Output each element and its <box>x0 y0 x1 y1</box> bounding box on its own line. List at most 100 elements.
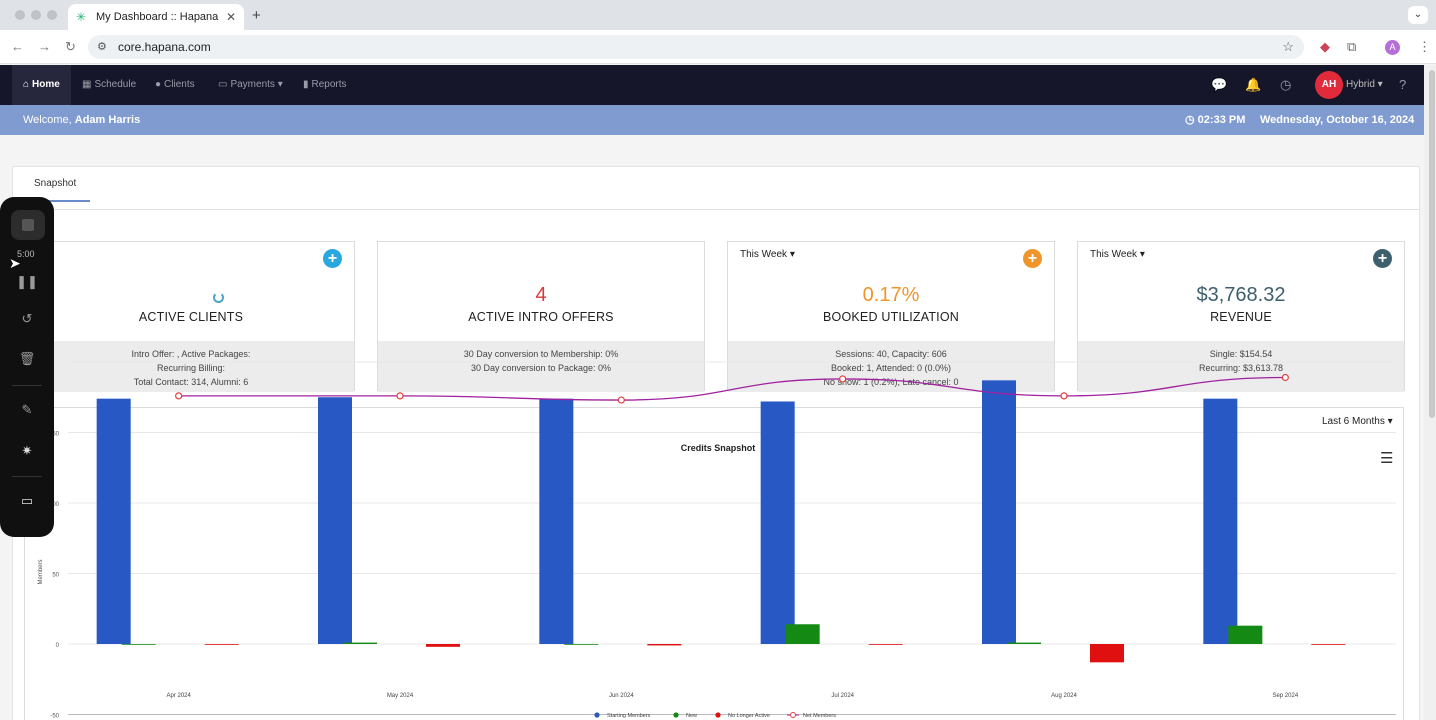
profile-avatar[interactable]: A <box>1385 40 1400 55</box>
camera-icon[interactable]: ▭ <box>20 493 34 508</box>
card-details: 30 Day conversion to Membership: 0% 30 D… <box>378 341 704 392</box>
nav-clients-label: Clients <box>164 79 195 90</box>
bar-no-longer-active <box>1311 644 1346 645</box>
tab-search-button[interactable]: ⌄ <box>1408 6 1428 24</box>
window-minimize-button[interactable] <box>31 10 41 20</box>
card-detail-line: Sessions: 40, Capacity: 606 <box>835 349 947 359</box>
effects-icon[interactable]: ✷ <box>21 443 33 458</box>
extensions-puzzle-icon[interactable]: ⧉ <box>1347 39 1357 54</box>
chart-menu-icon[interactable]: ☰ <box>1380 450 1394 467</box>
site-info-icon[interactable]: ⚙ <box>97 41 107 53</box>
user-avatar[interactable]: AH <box>1315 71 1343 99</box>
net-members-line <box>178 376 1286 401</box>
clock-icon: ◷ <box>1185 114 1195 126</box>
bar-starting-members <box>760 401 795 644</box>
add-revenue-button[interactable]: + <box>1373 249 1392 268</box>
account-dropdown[interactable]: Hybrid ▾ <box>1346 79 1383 90</box>
url-input[interactable]: ⚙ core.hapana.com ☆ <box>88 35 1304 59</box>
nav-reports[interactable]: ▮ Reports <box>292 65 358 105</box>
nav-home[interactable]: ⌂ Home <box>12 65 71 105</box>
pen-icon[interactable]: ✎ <box>21 402 33 417</box>
tab-snapshot[interactable]: Snapshot <box>34 178 77 189</box>
bar-starting-members <box>539 398 574 644</box>
recording-timer: 5:00 <box>17 249 35 259</box>
nav-payments[interactable]: ▭ Payments ▾ <box>218 79 283 90</box>
window-close-button[interactable] <box>15 10 25 20</box>
browser-tab[interactable]: ✳ My Dashboard :: Hapana | Tal ✕ <box>68 4 244 30</box>
bar-no-longer-active <box>868 644 903 645</box>
period-label: This Week <box>1090 249 1138 260</box>
reload-icon[interactable]: ↻ <box>65 39 76 54</box>
browser-menu-icon[interactable]: ⋮ <box>1418 39 1431 54</box>
extension-icon[interactable]: ◆ <box>1320 39 1330 54</box>
card-active-intro-offers: 4 ACTIVE INTRO OFFERS 30 Day conversion … <box>377 241 705 392</box>
app-navbar: ⌂ Home ▦ Schedule ● Clients ▭ Payments ▾ ▮ Re… <box>0 65 1424 105</box>
range-dropdown[interactable]: Last 6 Months ▾ <box>1322 416 1393 427</box>
chat-icon[interactable]: 💬 <box>1211 77 1228 92</box>
bar-new <box>343 642 377 644</box>
credits-chart-panel <box>24 407 1404 720</box>
loading-spinner-icon <box>213 292 224 303</box>
bar-new <box>1228 625 1263 644</box>
back-icon[interactable]: ← <box>11 39 24 54</box>
legend-swatch <box>715 712 721 718</box>
y-tick-label: 150 <box>49 432 60 438</box>
chart-title: Credits Snapshot <box>680 443 756 453</box>
x-tick-label: May 2024 <box>387 693 414 699</box>
welcome-bar: Welcome, Adam Harris ◷ 02:33 PM Wednesda… <box>0 105 1424 135</box>
add-booking-button[interactable]: + <box>1023 249 1042 268</box>
card-booked-utilization: This Week ▾ + 0.17% BOOKED UTILIZATION S… <box>727 241 1055 392</box>
card-label: BOOKED UTILIZATION <box>822 310 960 324</box>
restart-icon[interactable]: ↺ <box>21 311 33 326</box>
time-value: 02:33 PM <box>1197 114 1246 126</box>
pause-icon[interactable]: ❚❚ <box>16 274 38 289</box>
stop-recording-button[interactable] <box>11 210 45 240</box>
help-icon[interactable]: ? <box>1399 77 1407 92</box>
tabs-divider <box>12 209 1420 210</box>
url-text: core.hapana.com <box>118 40 211 54</box>
x-tick-label: Aug 2024 <box>1051 693 1077 699</box>
legend-label: No Longer Active <box>728 713 770 719</box>
card-label: ACTIVE CLIENTS <box>138 310 244 324</box>
card-top: This Week ▾ + 0.17% BOOKED UTILIZATION <box>728 242 1054 341</box>
net-members-point <box>1060 392 1068 400</box>
card-revenue: This Week ▾ + $3,768.32 REVENUE Single: … <box>1077 241 1405 392</box>
new-tab-button[interactable]: + <box>252 7 261 24</box>
period-dropdown[interactable]: This Week ▾ <box>740 249 795 260</box>
bar-no-longer-active <box>1090 644 1124 663</box>
card-detail-line: 30 Day conversion to Package: 0% <box>470 363 612 373</box>
card-detail-line: Recurring Billing: <box>156 363 226 373</box>
forward-icon[interactable]: → <box>38 39 51 54</box>
welcome-text: Welcome, Adam Harris <box>23 105 140 135</box>
y-axis-label: Members <box>38 559 44 584</box>
card-detail-line: Booked: 1, Attended: 0 (0.0%) <box>830 363 952 373</box>
bar-new <box>121 644 156 645</box>
bell-icon[interactable]: 🔔 <box>1245 77 1262 92</box>
close-tab-icon[interactable]: ✕ <box>225 10 236 24</box>
nav-payments-label: Payments <box>230 79 275 90</box>
card-detail-line: No show: 1 (0.2%), Late cancel: 0 <box>823 377 959 387</box>
welcome-user: Adam Harris <box>74 114 141 126</box>
bar-chart-icon: ▮ <box>303 79 309 90</box>
add-client-button[interactable]: + <box>323 249 342 268</box>
page-scrollbar-thumb[interactable] <box>1429 70 1435 418</box>
bookmark-star-icon[interactable]: ☆ <box>1282 39 1294 54</box>
card-top: + ACTIVE CLIENTS <box>28 242 354 341</box>
history-icon[interactable]: ◷ <box>1280 77 1292 92</box>
address-bar-row: ← → ↻ ⚙ core.hapana.com ☆ ◆ ⧉ ⋮ <box>0 30 1436 64</box>
card-value: 0.17% <box>862 284 920 306</box>
tab-title: My Dashboard :: Hapana | Tal <box>96 11 222 23</box>
trash-icon[interactable]: 🗑 <box>18 351 36 366</box>
screen-recorder-toolbar: ❚❚ ↺ 🗑 ✎ ✷ ▭ <box>0 197 54 537</box>
window-maximize-button[interactable] <box>47 10 57 20</box>
nav-home-label: Home <box>32 79 60 90</box>
bar-new <box>785 624 820 644</box>
net-members-point <box>617 396 625 404</box>
y-tick-label: 100 <box>49 502 60 508</box>
legend-swatch <box>673 712 679 718</box>
card-details: Single: $154.54 Recurring: $3,613.78 <box>1078 341 1404 392</box>
nav-schedule[interactable]: ▦ Schedule <box>71 65 147 105</box>
legend-point-marker <box>790 712 796 718</box>
nav-clients[interactable]: ● Clients <box>144 65 206 105</box>
period-dropdown[interactable]: This Week ▾ <box>1090 249 1145 260</box>
